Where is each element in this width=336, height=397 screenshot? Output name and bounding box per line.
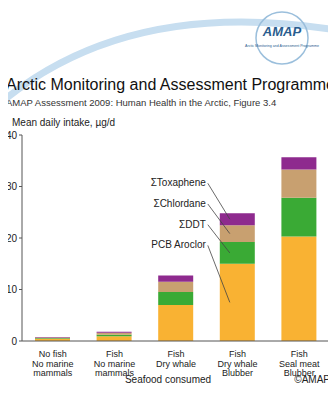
svg-text:FishNo marinemammals: FishNo marinemammals (94, 349, 136, 378)
svg-text:AMAP Assessment 2009: Human He: AMAP Assessment 2009: Human Health in th… (8, 97, 276, 108)
svg-text:AMAP: AMAP (262, 24, 302, 39)
svg-text:FishSeal meatBlubber: FishSeal meatBlubber (279, 349, 320, 378)
html-text:Mean daily intake, µg/d: Mean daily intake, µg/d (12, 117, 115, 128)
html-text:©AMAP: ©AMAP (294, 374, 330, 385)
svg-text:Arctic Monitoring and Assessme: Arctic Monitoring and Assessment Program… (8, 76, 328, 93)
svg-text:ΣToxaphene: ΣToxaphene (151, 177, 207, 188)
svg-text:PCB Aroclor: PCB Aroclor (151, 239, 206, 250)
svg-text:30: 30 (8, 181, 17, 192)
svg-text:FishDry whaleBlubber: FishDry whaleBlubber (218, 349, 258, 378)
svg-text:20: 20 (8, 233, 17, 244)
svg-text:No fishNo marinemammals: No fishNo marinemammals (32, 349, 74, 378)
svg-text:ΣDDT: ΣDDT (179, 219, 206, 230)
svg-text:ΣChlordane: ΣChlordane (153, 198, 206, 209)
svg-text:FishDry whale: FishDry whale (156, 349, 196, 369)
svg-text:40: 40 (8, 130, 17, 141)
svg-text:0: 0 (11, 336, 17, 347)
svg-text:10: 10 (8, 284, 17, 295)
svg-text:Arctic Monitoring and Assessme: Arctic Monitoring and Assessment Program… (245, 44, 319, 48)
html-text:Seafood consumed: Seafood consumed (124, 374, 212, 385)
